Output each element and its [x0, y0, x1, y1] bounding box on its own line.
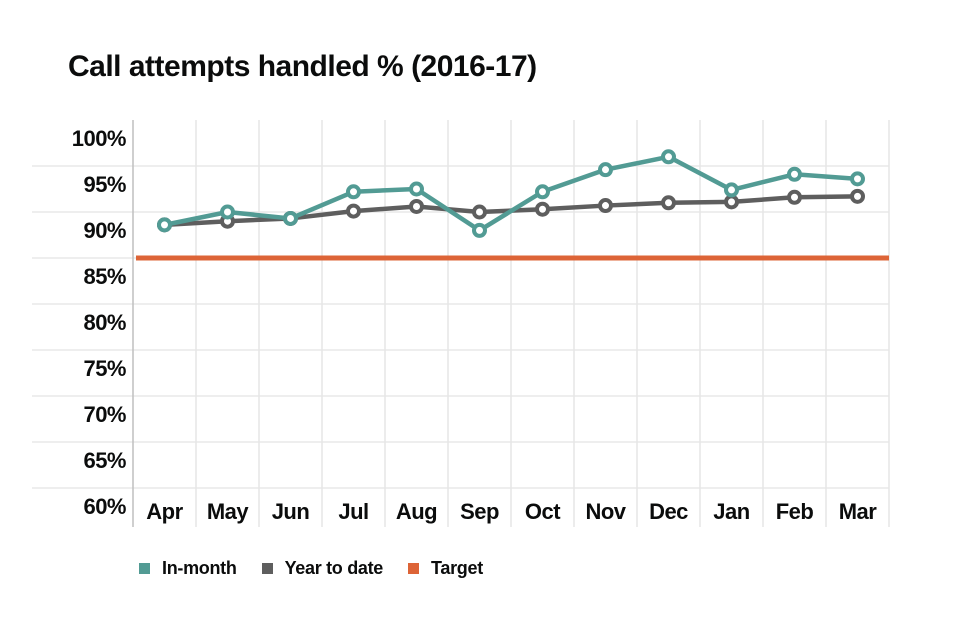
marker-year-to-date-feb	[787, 189, 802, 205]
y-tick-label-85: 85%	[83, 264, 126, 289]
marker-in-month-aug	[409, 181, 424, 197]
marker-in-month-jun	[283, 210, 298, 226]
y-tick-label-70: 70%	[83, 402, 126, 427]
legend-swatch-target	[408, 563, 420, 574]
x-tick-label-dec: Dec	[649, 499, 688, 524]
marker-year-to-date-mar	[850, 188, 865, 204]
y-tick-label-80: 80%	[83, 310, 126, 335]
y-tick-label-95: 95%	[83, 172, 126, 197]
chart-title: Call attempts handled % (2016-17)	[68, 50, 537, 83]
x-tick-label-jul: Jul	[338, 499, 368, 524]
marker-year-to-date-jan	[724, 194, 739, 210]
marker-year-to-date-sep	[472, 204, 487, 220]
marker-year-to-date-oct	[535, 201, 550, 217]
x-tick-label-jan: Jan	[713, 499, 749, 524]
x-tick-label-feb: Feb	[776, 499, 814, 524]
marker-in-month-nov	[598, 162, 613, 178]
x-tick-label-sep: Sep	[460, 499, 499, 524]
legend-swatch-year-to-date	[261, 563, 273, 574]
y-tick-label-90: 90%	[83, 218, 126, 243]
marker-year-to-date-aug	[409, 198, 424, 214]
y-tick-label-75: 75%	[83, 356, 126, 381]
x-tick-label-nov: Nov	[585, 499, 626, 524]
legend-item-in-month: In-month	[139, 558, 237, 579]
marker-in-month-oct	[535, 184, 550, 200]
marker-in-month-feb	[787, 166, 802, 182]
legend-label-year-to-date: Year to date	[284, 558, 384, 578]
marker-year-to-date-jul	[346, 203, 361, 219]
series-line-in-month	[162, 154, 860, 233]
x-tick-label-aug: Aug	[396, 499, 437, 524]
x-tick-label-apr: Apr	[146, 499, 183, 524]
marker-in-month-mar	[850, 171, 865, 187]
marker-in-month-may	[220, 204, 235, 220]
x-tick-label-jun: Jun	[272, 499, 310, 524]
legend-item-year-to-date: Year to date	[261, 558, 384, 579]
y-tick-label-65: 65%	[83, 448, 126, 473]
chart-legend: In-month Year to date Target	[139, 558, 483, 579]
marker-in-month-sep	[472, 222, 487, 238]
legend-label-target: Target	[431, 558, 483, 578]
legend-label-in-month: In-month	[162, 558, 237, 578]
y-tick-label-60: 60%	[83, 494, 126, 519]
marker-year-to-date-nov	[598, 198, 613, 214]
marker-in-month-jan	[724, 182, 739, 198]
legend-swatch-in-month	[139, 563, 150, 574]
x-tick-label-may: May	[207, 499, 250, 524]
marker-in-month-apr	[157, 217, 172, 233]
y-tick-label-100: 100%	[72, 126, 126, 151]
marker-in-month-jul	[346, 184, 361, 200]
x-tick-label-oct: Oct	[525, 499, 561, 524]
marker-year-to-date-dec	[661, 195, 676, 211]
x-tick-label-mar: Mar	[839, 499, 878, 524]
legend-item-target: Target	[408, 558, 483, 579]
marker-in-month-dec	[661, 149, 676, 165]
